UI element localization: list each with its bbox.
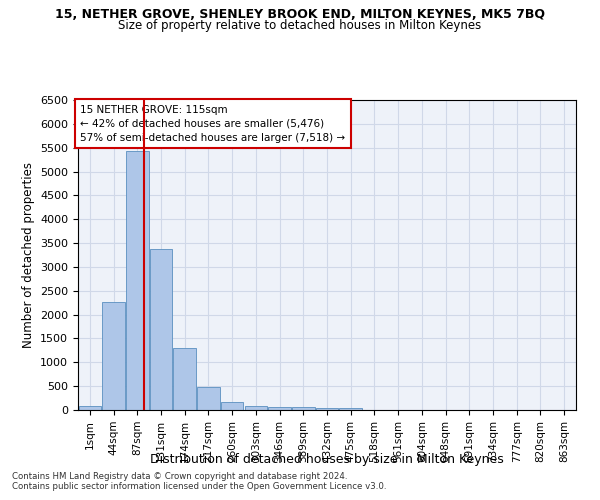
- Text: Contains public sector information licensed under the Open Government Licence v3: Contains public sector information licen…: [12, 482, 386, 491]
- Bar: [103, 302, 125, 410]
- Text: Distribution of detached houses by size in Milton Keynes: Distribution of detached houses by size …: [150, 452, 504, 466]
- Bar: [221, 402, 244, 410]
- Text: 15, NETHER GROVE, SHENLEY BROOK END, MILTON KEYNES, MK5 7BQ: 15, NETHER GROVE, SHENLEY BROOK END, MIL…: [55, 8, 545, 20]
- Bar: [340, 408, 362, 410]
- Bar: [268, 407, 291, 410]
- Bar: [126, 151, 149, 410]
- Bar: [292, 408, 314, 410]
- Bar: [197, 387, 220, 410]
- Text: 15 NETHER GROVE: 115sqm
← 42% of detached houses are smaller (5,476)
57% of semi: 15 NETHER GROVE: 115sqm ← 42% of detache…: [80, 104, 346, 142]
- Bar: [173, 348, 196, 410]
- Text: Contains HM Land Registry data © Crown copyright and database right 2024.: Contains HM Land Registry data © Crown c…: [12, 472, 347, 481]
- Y-axis label: Number of detached properties: Number of detached properties: [22, 162, 35, 348]
- Bar: [150, 249, 172, 410]
- Bar: [316, 408, 338, 410]
- Text: Size of property relative to detached houses in Milton Keynes: Size of property relative to detached ho…: [118, 18, 482, 32]
- Bar: [245, 406, 267, 410]
- Bar: [79, 406, 101, 410]
